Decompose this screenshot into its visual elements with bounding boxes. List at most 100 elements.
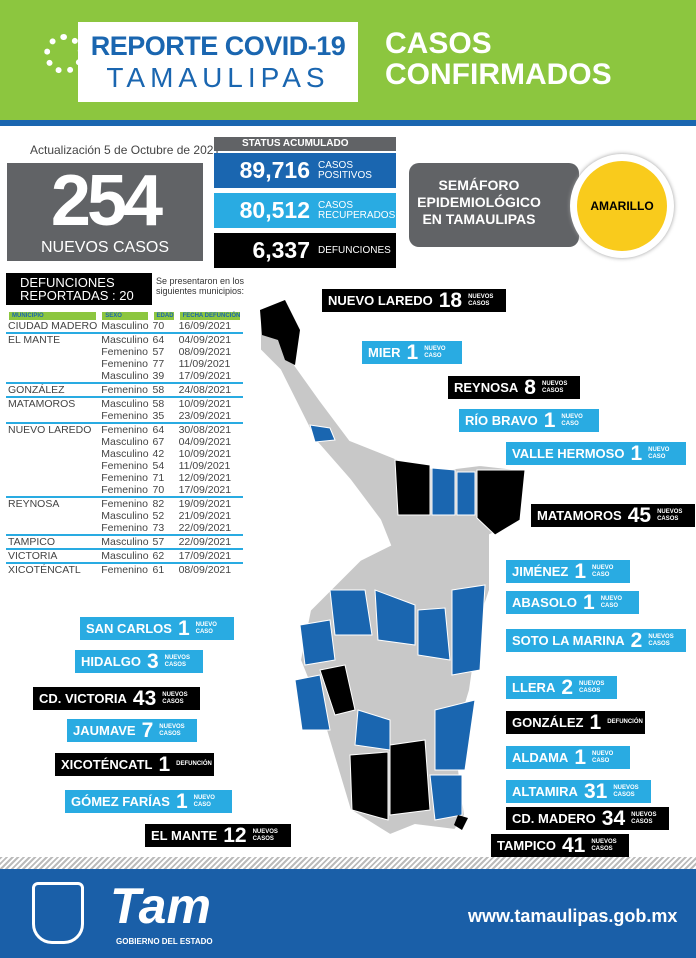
map-rio-bravo	[431, 467, 456, 516]
map-label-cd-madero: CD. MADERO 34 NUEVOS CASOS	[506, 807, 670, 830]
new-cases-box: 254 NUEVOS CASOS	[7, 163, 203, 261]
table-cell: 10/09/2021	[178, 448, 232, 460]
map-abasolo	[417, 607, 451, 661]
table-cell: Femenino	[101, 346, 148, 358]
table-row: Femenino 57 08/09/2021	[6, 346, 243, 358]
map-cd-victoria	[319, 664, 356, 716]
table-cell	[6, 460, 99, 472]
table-row: Femenino 35 23/09/2021	[6, 410, 243, 423]
table-cell: 04/09/2021	[176, 332, 244, 346]
table-row: Femenino 54 11/09/2021	[6, 460, 243, 472]
table-cell: 57	[150, 534, 177, 549]
table-cell: Masculino	[99, 548, 151, 563]
municipality-name: VALLE HERMOSO	[512, 446, 625, 461]
table-cell: Femenino	[99, 382, 151, 397]
table-cell: 22/09/2021	[178, 522, 232, 534]
map-label-gonzález: GONZÁLEZ 1 DEFUNCIÓN	[506, 711, 646, 734]
map-label-llera: LLERA 2 NUEVOS CASOS	[506, 676, 618, 699]
map-jaumave	[294, 674, 331, 731]
case-unit: NUEVO CASO	[600, 595, 623, 609]
municipality-name: TAMPICO	[497, 838, 556, 853]
table-cell: 42	[152, 448, 165, 460]
table-cell: 11/09/2021	[178, 460, 231, 472]
municipality-name: MATAMOROS	[537, 508, 622, 523]
footer-stripe	[0, 857, 696, 869]
table-cell: 21/09/2021	[178, 510, 232, 522]
table-row: Masculino 67 04/09/2021	[6, 436, 243, 448]
map-label-altamira: ALTAMIRA 31 NUEVOS CASOS	[506, 780, 652, 803]
case-count: 2	[630, 628, 643, 652]
municipality-name: GÓMEZ FARÍAS	[71, 794, 170, 809]
table-cell: 30/08/2021	[176, 422, 244, 436]
map-label-abasolo: ABASOLO 1 NUEVO CASO	[506, 591, 639, 614]
tamaulipas-map	[259, 298, 527, 837]
table-cell: 67	[152, 436, 165, 448]
table-row: TAMPICO Masculino 57 22/09/2021	[6, 534, 244, 549]
case-unit: NUEVO CASO	[424, 345, 446, 359]
state-seal-logo	[32, 882, 84, 944]
table-cell: 70	[152, 320, 165, 332]
deaths-table: MUNICIPIO SEXO EDAD FECHA DEFUNCIÓN CIUD…	[6, 312, 244, 576]
map-label-san-carlos: SAN CARLOS 1 NUEVO CASO	[80, 617, 234, 640]
map-label-jaumave: JAUMAVE 7 NUEVOS CASOS	[67, 719, 198, 742]
map-label-hidalgo: HIDALGO 3 NUEVOS CASOS	[75, 650, 203, 673]
map-el-mante	[349, 751, 389, 821]
table-cell: 54	[152, 460, 165, 472]
case-unit: NUEVOS CASOS	[541, 380, 568, 394]
case-unit: NUEVOS CASOS	[657, 508, 683, 522]
table-cell: Femenino	[101, 460, 148, 472]
section-title-line1: CASOS	[385, 27, 492, 60]
table-cell: 17/09/2021	[178, 484, 232, 496]
table-cell: MATAMOROS	[6, 396, 100, 410]
map-label-cd-victoria: CD. VICTORIA 43 NUEVOS CASOS	[33, 687, 201, 710]
table-cell: 23/09/2021	[178, 410, 232, 422]
case-count: 18	[438, 288, 463, 312]
table-cell: 08/09/2021	[176, 562, 244, 576]
case-unit: NUEVOS CASOS	[468, 293, 494, 307]
map-label-matamoros: MATAMOROS 45 NUEVOS CASOS	[531, 504, 696, 527]
table-cell: Femenino	[101, 358, 148, 370]
municipality-name: HIDALGO	[81, 654, 141, 669]
table-cell: NUEVO LAREDO	[6, 422, 100, 436]
website-link[interactable]: www.tamaulipas.gob.mx	[468, 906, 678, 926]
map-san-carlos	[329, 589, 373, 636]
table-cell	[6, 484, 99, 497]
table-cell: Femenino	[99, 496, 151, 510]
header-divider	[0, 120, 696, 126]
table-cell	[6, 436, 99, 448]
map-label-soto-la-marina: SOTO LA MARINA 2 NUEVOS CASOS	[506, 628, 687, 652]
municipality-name: REYNOSA	[454, 380, 519, 395]
municipality-name: JAUMAVE	[73, 723, 136, 738]
table-cell: 17/09/2021	[176, 548, 244, 563]
section-title-line2: CONFIRMADOS	[385, 58, 612, 91]
municipality-name: SAN CARLOS	[86, 621, 172, 636]
table-cell: 77	[152, 358, 165, 370]
table-cell: Masculino	[101, 510, 149, 522]
case-count: 1	[175, 789, 188, 813]
table-cell: Masculino	[99, 534, 151, 549]
stat-positive: 89,716 CASOS POSITIVOS	[214, 153, 396, 188]
map-label-aldama: ALDAMA 1 NUEVO CASO	[506, 745, 631, 769]
status-title: STATUS ACUMULADO	[214, 137, 396, 151]
table-cell	[6, 370, 99, 383]
table-cell	[6, 346, 99, 358]
map-label-xicoténcatl: XICOTÉNCATL 1 DEFUNCIÓN	[55, 752, 215, 776]
table-cell	[6, 510, 99, 522]
municipality-name: CD. MADERO	[512, 811, 596, 826]
semaforo-indicator: AMARILLO	[570, 154, 674, 258]
col-fecha: FECHA DEFUNCIÓN	[177, 312, 244, 320]
table-cell: 17/09/2021	[178, 370, 232, 382]
table-cell: 35	[152, 410, 165, 422]
table-cell: Masculino	[99, 332, 151, 346]
case-count: 1	[574, 745, 587, 769]
table-cell: 58	[150, 382, 177, 397]
table-cell: 57	[152, 346, 165, 358]
table-cell: Femenino	[101, 472, 148, 484]
table-cell: 11/09/2021	[178, 358, 231, 370]
case-count: 1	[574, 559, 587, 583]
table-cell: XICOTÉNCATL	[6, 562, 100, 576]
case-count: 1	[630, 441, 643, 465]
stat-value: 89,716	[239, 157, 310, 183]
case-count: 41	[561, 833, 586, 857]
case-count: 1	[158, 752, 171, 776]
